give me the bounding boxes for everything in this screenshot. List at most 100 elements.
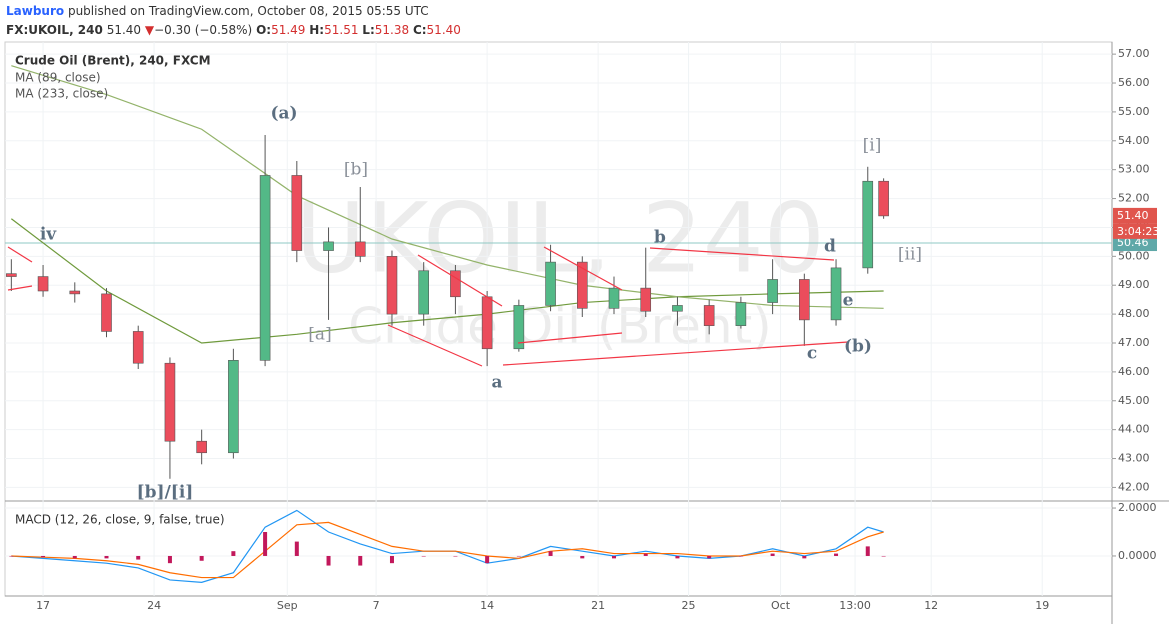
symbol: FX:UKOIL, 240 — [6, 23, 103, 37]
candle-body — [418, 270, 429, 315]
last-price-label: 51.40 — [1117, 209, 1149, 222]
candle-body — [672, 305, 683, 312]
macd-line — [11, 521, 884, 579]
y-tick-label: 48.00 — [1118, 307, 1150, 320]
candle-body — [513, 305, 525, 350]
candle-body — [228, 360, 239, 454]
candle-body — [830, 267, 842, 321]
histogram-bar — [881, 555, 886, 557]
published: published on TradingView.com, October 08… — [68, 4, 429, 18]
trendline — [417, 254, 503, 307]
arrow: ▼ — [145, 23, 155, 37]
wave-labels: (a) [b] [a] iv [b]/[i] a b c d e (b) [i]… — [40, 104, 922, 503]
y-tick-label: 42.00 — [1118, 480, 1150, 493]
candle-body — [576, 261, 588, 309]
candle-body — [799, 279, 810, 321]
histogram-bar — [548, 551, 553, 556]
price-line-tag — [1113, 235, 1157, 252]
histogram-bar — [104, 555, 109, 559]
histogram-bar — [738, 555, 743, 557]
candle-body — [6, 273, 17, 277]
legend-entry: MA (233, close) — [15, 87, 108, 101]
h-label: H: — [309, 23, 324, 37]
histogram-bar — [834, 553, 839, 556]
y-tick-label: 47.00 — [1118, 336, 1150, 349]
x-tick-label: 14 — [480, 599, 494, 612]
candle-body — [878, 180, 889, 217]
candle-body — [640, 287, 652, 312]
wave-label: c — [807, 344, 817, 364]
moving-average — [10, 218, 884, 344]
trendline — [517, 332, 623, 344]
y-tick-label: 55.00 — [1118, 105, 1150, 118]
candle-body — [481, 296, 493, 350]
histogram-bar — [72, 555, 77, 559]
histogram-bar — [453, 555, 458, 557]
y-tick-label: 56.00 — [1118, 76, 1150, 89]
header-line: Lawburo published on TradingView.com, Oc… — [6, 4, 429, 18]
histogram-bar — [294, 541, 299, 556]
symbol-line: FX:UKOIL, 240 51.40 ▼−0.30 (−0.58%) O:51… — [6, 23, 461, 37]
histogram-bar — [231, 551, 236, 556]
x-tick-label: 17 — [36, 599, 50, 612]
histogram-bar — [326, 555, 331, 566]
wave-label: [i] — [863, 136, 882, 156]
candle-body — [735, 302, 747, 326]
candle-body — [354, 241, 366, 257]
candle-body — [767, 279, 778, 303]
histogram-bar — [167, 555, 172, 564]
wave-label: (b) — [844, 337, 872, 357]
trendline — [387, 324, 483, 367]
histogram-bar — [643, 553, 648, 556]
countdown-label: 3:04:23 — [1117, 225, 1159, 238]
histogram-bar — [770, 553, 775, 556]
candle-body — [37, 276, 49, 292]
candle-body — [132, 331, 144, 364]
candle-body — [862, 180, 874, 269]
candle-body — [291, 175, 303, 251]
candle-body — [323, 241, 334, 251]
x-tick-label: 12 — [924, 599, 938, 612]
histogram-bar — [199, 555, 204, 561]
histogram-bar — [136, 555, 141, 560]
pane-title: MACD (12, 26, close, 9, false, true) — [15, 513, 225, 527]
y-tick-label: 50.00 — [1118, 249, 1150, 262]
author[interactable]: Lawburo — [6, 4, 64, 18]
candle-body — [259, 175, 271, 361]
watermark: UKOIL, 240 — [295, 182, 825, 294]
histogram-bar — [9, 555, 14, 557]
x-tick-label: 24 — [147, 599, 161, 612]
candle-body — [545, 261, 556, 306]
histogram-bar — [41, 555, 46, 558]
x-tick-label: Oct — [771, 599, 791, 612]
trendline — [7, 285, 33, 291]
c-label: C: — [413, 23, 427, 37]
y-tick-label: 2.0000 — [1118, 501, 1157, 514]
trendline — [7, 246, 33, 263]
candle-body — [69, 290, 81, 295]
moving-average — [11, 65, 884, 309]
x-tick-label: 21 — [591, 599, 605, 612]
last: 51.40 — [107, 23, 141, 37]
wave-label: [a] — [308, 325, 331, 345]
trendline — [502, 341, 849, 366]
histogram-bar — [865, 546, 870, 556]
histogram-bar — [612, 555, 617, 559]
y-tick-label: 57.00 — [1118, 47, 1150, 60]
histogram-bar — [485, 555, 490, 564]
candle-body — [703, 305, 715, 326]
wave-label: b — [654, 228, 666, 248]
y-tick-label: 46.00 — [1118, 365, 1150, 378]
histogram-bar — [421, 555, 426, 557]
histogram-bar — [707, 555, 712, 559]
countdown-tag — [1113, 223, 1157, 239]
y-tick-label: 52.00 — [1118, 192, 1150, 205]
wave-label: [ii] — [898, 245, 922, 265]
y-tick-label: 43.00 — [1118, 452, 1150, 465]
wave-label: [b] — [344, 160, 368, 180]
histogram-bar — [675, 555, 680, 559]
x-tick-label: 13:00 — [839, 599, 871, 612]
